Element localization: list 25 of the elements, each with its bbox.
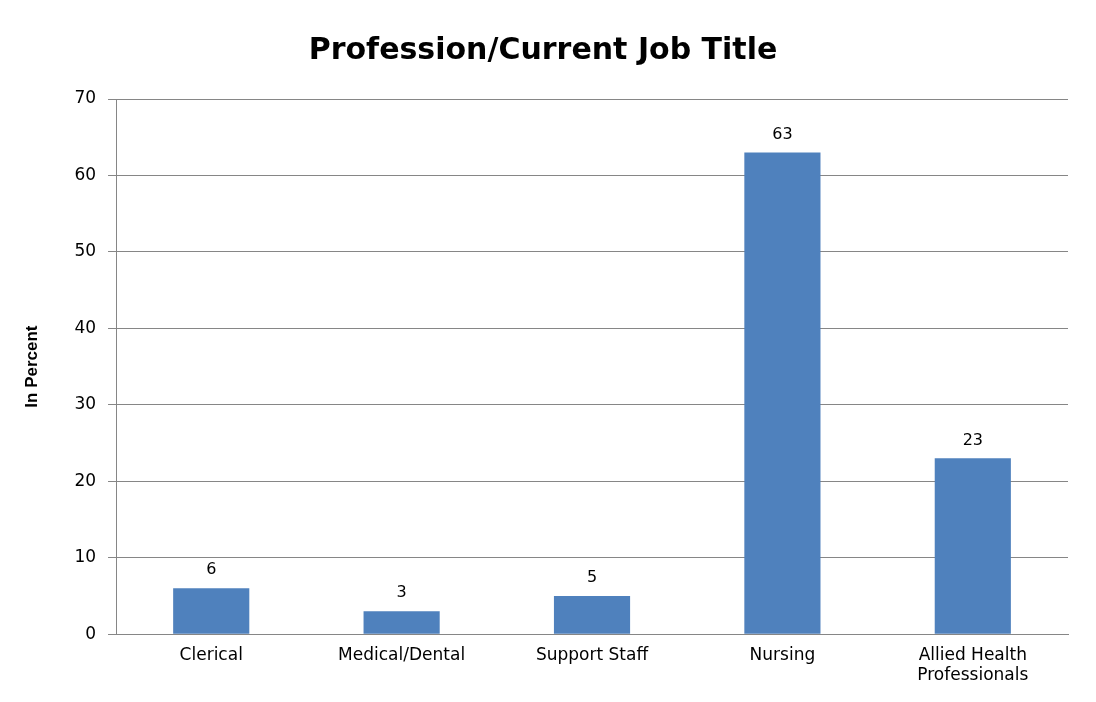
y-tick-label: 50 bbox=[74, 240, 97, 261]
chart-title: Profession/Current Job Title bbox=[308, 30, 778, 66]
bar bbox=[363, 611, 440, 634]
data-label: 3 bbox=[396, 582, 407, 602]
y-tick-label: 30 bbox=[74, 393, 97, 414]
data-label: 63 bbox=[772, 123, 793, 143]
bar bbox=[744, 152, 821, 634]
y-tick-label: 10 bbox=[74, 546, 97, 567]
y-tick-label: 60 bbox=[74, 163, 97, 184]
x-tick-label: Nursing bbox=[749, 643, 816, 664]
x-tick-label: Allied Health Professionals bbox=[917, 643, 1029, 685]
bar bbox=[173, 588, 250, 634]
x-tick-label: Medical/Dental bbox=[338, 643, 466, 664]
y-axis-title: In Percent bbox=[21, 325, 41, 408]
bar bbox=[934, 458, 1011, 634]
bar bbox=[553, 595, 631, 634]
x-tick-label: Support Staff bbox=[535, 643, 650, 664]
y-tick-label: 0 bbox=[85, 622, 97, 643]
y-tick-label: 70 bbox=[74, 87, 97, 108]
data-label: 6 bbox=[206, 559, 217, 579]
x-tick-label: Clerical bbox=[179, 643, 243, 664]
data-label: 23 bbox=[962, 429, 983, 449]
y-tick-label: 20 bbox=[74, 469, 97, 490]
data-label: 5 bbox=[586, 567, 598, 587]
y-tick-label: 40 bbox=[74, 316, 97, 337]
